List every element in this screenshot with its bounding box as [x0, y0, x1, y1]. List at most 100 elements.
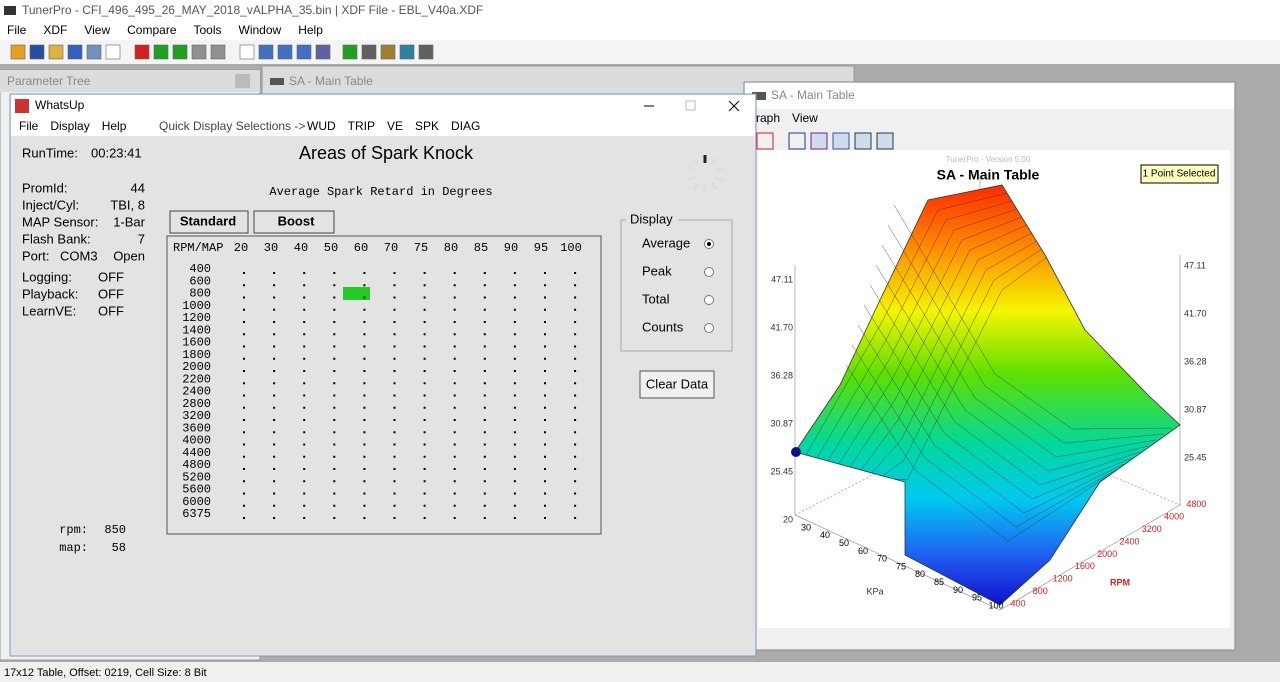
radio[interactable]: [704, 267, 714, 277]
toolbar-icon[interactable]: [48, 44, 64, 60]
quick-item[interactable]: TRIP: [348, 119, 375, 133]
clear-data-label[interactable]: Clear Data: [646, 376, 709, 391]
menu-item[interactable]: XDF: [43, 23, 67, 37]
grid-cell-dot: [273, 296, 276, 299]
grid-cell-dot: [544, 394, 546, 397]
port-state: Open: [113, 248, 145, 263]
grid-cell-dot: [423, 443, 426, 446]
toolbar-icon[interactable]: [105, 44, 121, 60]
close-button[interactable]: [235, 74, 250, 88]
close[interactable]: [728, 100, 740, 112]
grid-cell-dot: [423, 406, 426, 409]
graph-tool[interactable]: [854, 132, 872, 150]
toolbar-icon[interactable]: [29, 44, 45, 60]
radio[interactable]: [704, 323, 714, 333]
z-tick-right: 25.45: [1184, 452, 1207, 462]
grid-cell-dot: [513, 370, 516, 372]
whatsup-icon: [15, 99, 29, 113]
menu-item[interactable]: Help: [298, 23, 323, 37]
quick-item[interactable]: WUD: [307, 119, 336, 133]
tab-label[interactable]: Standard: [180, 213, 236, 228]
graph-tool[interactable]: [876, 132, 894, 150]
toolbar-icon[interactable]: [380, 44, 396, 60]
grid-cell-dot: [453, 431, 456, 434]
toolbar-icon[interactable]: [172, 44, 188, 60]
grid-cell-dot: [303, 321, 306, 323]
toolbar-icon[interactable]: [277, 44, 293, 60]
grid-column: 50: [324, 241, 338, 255]
graph-tool[interactable]: [832, 132, 850, 150]
grid-cell-dot: [363, 382, 366, 385]
grid-cell-dot: [574, 370, 577, 372]
menu-item[interactable]: Compare: [127, 23, 177, 37]
grid-cell-dot: [273, 431, 276, 434]
radio[interactable]: [704, 295, 714, 305]
graph-window-title: SA - Main Table: [771, 88, 855, 102]
selected-point[interactable]: [791, 447, 801, 457]
tab-label[interactable]: Boost: [278, 213, 316, 228]
menu-item[interactable]: raph: [756, 111, 780, 125]
grid-cell-dot: [453, 308, 456, 311]
toolbar-icon[interactable]: [210, 44, 226, 60]
display-option[interactable]: Average: [642, 235, 690, 250]
clear-data-button[interactable]: [639, 370, 715, 399]
toolbar-icon[interactable]: [134, 44, 150, 60]
mesh-line: [860, 232, 1033, 471]
tab[interactable]: [169, 210, 249, 234]
display-option[interactable]: Peak: [642, 263, 672, 278]
tab[interactable]: [253, 210, 335, 234]
toolbar-icon[interactable]: [296, 44, 312, 60]
graph-tool[interactable]: [810, 132, 828, 150]
quick-item[interactable]: DIAG: [451, 119, 480, 133]
menu-item[interactable]: File: [19, 119, 39, 133]
z-tick-right: 36.28: [1184, 356, 1207, 366]
maximize[interactable]: [685, 100, 696, 111]
toolbar-icon[interactable]: [153, 44, 169, 60]
menu-item[interactable]: Display: [50, 119, 89, 133]
grid-cell-dot: [243, 357, 245, 360]
toolbar-icon[interactable]: [342, 44, 358, 60]
toolbar-icon[interactable]: [399, 44, 415, 60]
kpa-tick: 40: [820, 530, 830, 540]
graph-tool[interactable]: [756, 132, 774, 150]
toolbar-icon[interactable]: [315, 44, 331, 60]
menu-item[interactable]: File: [7, 23, 27, 37]
kpa-tick: 80: [915, 569, 925, 579]
whatsup-window: [9, 93, 757, 657]
quick-item[interactable]: SPK: [415, 119, 439, 133]
flag-label: Playback:: [22, 286, 78, 301]
grid-cell-dot: [513, 284, 516, 287]
display-option[interactable]: Counts: [642, 319, 684, 334]
menu-item[interactable]: Help: [102, 119, 127, 133]
grid-row: 4800: [182, 458, 211, 472]
grid-cell-dot: [333, 345, 336, 348]
grid-row: 3600: [182, 421, 211, 435]
toolbar-icon[interactable]: [191, 44, 207, 60]
toolbar-icon[interactable]: [10, 44, 26, 60]
z-tick-right: 47.11: [1184, 260, 1206, 270]
mesh-line: [838, 216, 1023, 465]
menu-item[interactable]: Window: [239, 23, 282, 37]
grid-cell-dot: [273, 370, 276, 372]
grid-column: 90: [504, 241, 518, 255]
window-controls[interactable]: [644, 100, 740, 112]
menu-item[interactable]: View: [792, 111, 818, 125]
grid-cell-dot: [423, 272, 426, 274]
display-option[interactable]: Total: [642, 291, 670, 306]
z-tick-right: 30.87: [1184, 404, 1207, 414]
grid-cell-dot: [544, 504, 546, 507]
toolbar-icon[interactable]: [239, 44, 255, 60]
toolbar-icon[interactable]: [418, 44, 434, 60]
toolbar-icon[interactable]: [86, 44, 102, 60]
graph-tool[interactable]: [788, 132, 806, 150]
toolbar-icon[interactable]: [67, 44, 83, 60]
quick-item[interactable]: VE: [387, 119, 403, 133]
menu-item[interactable]: View: [84, 23, 110, 37]
grid-cell-dot: [273, 394, 276, 397]
toolbar-icon[interactable]: [361, 44, 377, 60]
menu-item[interactable]: Tools: [194, 23, 222, 37]
toolbar-icon[interactable]: [258, 44, 274, 60]
grid-cell-dot: [303, 370, 306, 372]
grid-cell-dot: [273, 480, 276, 483]
